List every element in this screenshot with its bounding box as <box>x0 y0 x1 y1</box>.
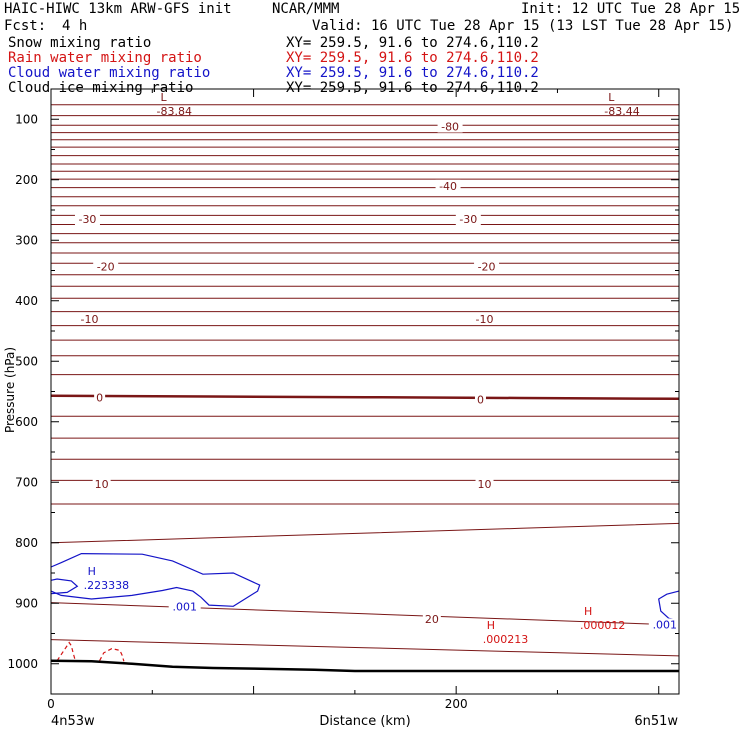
contour-label-bg <box>474 260 500 273</box>
field-cloud-water-xy: XY= 259.5, 91.6 to 274.6,110.2 <box>286 65 539 81</box>
rain-contour <box>56 641 76 662</box>
left-endpoint-label: 4n53w <box>51 714 95 729</box>
valid-time: Valid: 16 UTC Tue 28 Apr 15 (13 LST Tue … <box>312 18 734 34</box>
terrain-line <box>50 659 679 673</box>
contour-label-bg <box>455 213 481 226</box>
contour-label: -10 <box>81 313 99 326</box>
center-label: NCAR/MMM <box>272 1 340 17</box>
fcst-value: 4 h <box>62 18 88 34</box>
contour-label: -10 <box>476 313 494 326</box>
y-axis-label: Pressure (hPa) <box>3 347 17 433</box>
field-cloud-ice-name: Cloud ice mixing ratio <box>8 80 194 96</box>
contour-labels: -80 -40 -30 -30 -20 -20 -10 -10 0 0 10 10 20 .001 .001 <box>74 120 681 631</box>
contour-label-bg <box>472 312 498 325</box>
contour-label: -20 <box>97 260 115 273</box>
temperature-contours <box>50 104 680 657</box>
y-tick-label: 300 <box>15 233 38 247</box>
init-time: Init: 12 UTC Tue 28 Apr 15 <box>521 1 740 17</box>
field-rain-name: Rain water mixing ratio <box>8 50 202 66</box>
temperature-contour <box>50 522 680 544</box>
y-tick-label: 800 <box>15 536 38 550</box>
field-snow-name: Snow mixing ratio <box>8 35 152 51</box>
contour-label: -80 <box>441 121 459 134</box>
contour-label: -30 <box>78 213 96 226</box>
cloud-water-contour <box>50 578 79 595</box>
contour-label: 20 <box>425 613 439 626</box>
y-tick-label: 600 <box>15 415 38 429</box>
contour-label-bg <box>437 120 463 133</box>
contour-label-bg <box>475 478 494 491</box>
contour-label-bg <box>435 179 461 192</box>
contour-label-bg <box>422 612 441 625</box>
terrain-line <box>50 659 679 673</box>
contour-label-bg <box>94 391 106 404</box>
cloud-water-contour <box>50 552 261 607</box>
contour-label: 10 <box>478 478 492 491</box>
plot-frame <box>50 88 680 695</box>
contour-label-bg <box>93 260 119 273</box>
cloud-water-contour <box>658 590 680 621</box>
extremum-value: .000213 <box>483 633 529 646</box>
y-tick-label: 200 <box>15 173 38 187</box>
extremum-kind: H <box>584 605 592 618</box>
y-tick-label: 400 <box>15 294 38 308</box>
contour-label: 0 <box>477 393 484 406</box>
extremum-kind: L <box>608 91 615 104</box>
x-tick-label: 0 <box>47 697 55 711</box>
extremum-value: -83.84 <box>157 105 192 118</box>
field-snow-xy: XY= 259.5, 91.6 to 274.6,110.2 <box>286 35 539 51</box>
contour-label-bg <box>474 393 486 406</box>
extremum-kind: H <box>88 565 96 578</box>
y-tick-label: 100 <box>15 112 38 126</box>
contour-label: .001 <box>653 618 678 631</box>
contour-label: 0 <box>96 392 103 405</box>
temperature-contour <box>50 394 680 401</box>
extremum-kind: L <box>161 91 168 104</box>
field-rain-xy: XY= 259.5, 91.6 to 274.6,110.2 <box>286 50 539 66</box>
x-axis-label: Distance (km) <box>319 714 410 729</box>
y-tick-label: 700 <box>15 475 38 489</box>
fcst-label: Fcst: <box>4 18 47 34</box>
extremum-value: -83.44 <box>604 105 639 118</box>
rain-contours <box>56 641 125 662</box>
rain-contour <box>99 647 125 662</box>
contour-label-bg <box>168 600 201 613</box>
contour-label: .001 <box>172 600 197 613</box>
contour-label-bg <box>74 213 100 226</box>
contour-label-bg <box>92 478 111 491</box>
extremum-value: .223338 <box>84 579 130 592</box>
y-tick-label: 500 <box>15 354 38 368</box>
contour-label: -20 <box>478 260 496 273</box>
y-tick-label: 900 <box>15 596 38 610</box>
model-title: HAIC-HIWC 13km ARW-GFS init <box>4 1 232 17</box>
contour-label: -30 <box>459 213 477 226</box>
contour-label: 10 <box>95 478 109 491</box>
x-tick-label: 200 <box>445 697 468 711</box>
temperature-contour <box>50 602 680 626</box>
field-cloud-ice-xy: XY= 259.5, 91.6 to 274.6,110.2 <box>286 80 539 96</box>
contour-label-bg <box>648 618 681 631</box>
y-tick-label: 1000 <box>7 657 38 671</box>
extremum-value: .000012 <box>580 619 626 632</box>
temperature-contour <box>50 639 680 657</box>
field-cloud-water-name: Cloud water mixing ratio <box>8 65 211 81</box>
contour-label-bg <box>76 312 102 325</box>
contour-label: -40 <box>439 180 457 193</box>
extremum-kind: H <box>487 619 495 632</box>
right-endpoint-label: 6n51w <box>634 714 678 729</box>
